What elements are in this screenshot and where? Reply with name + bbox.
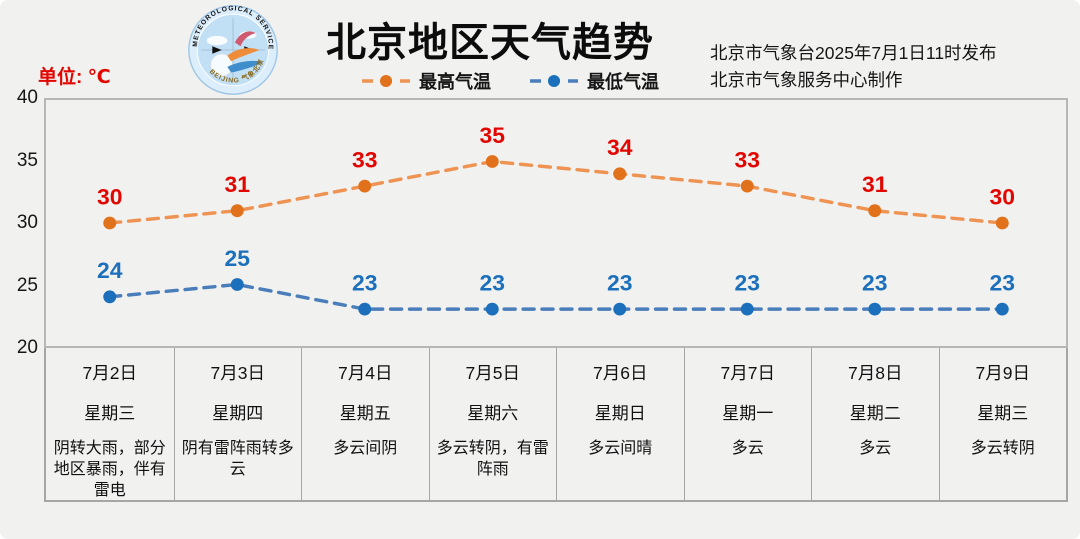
legend-item-max-temp: 最高气温: [361, 68, 491, 94]
forecast-day-cell: 7月6日星期日多云间晴: [556, 348, 684, 501]
min-temp-value-label: 25: [225, 245, 251, 271]
day-date: 7月3日: [210, 363, 265, 383]
min-temp-point: [103, 290, 117, 304]
unit-label: 单位: ℃: [38, 67, 111, 88]
min-temp-line: [108, 282, 1004, 311]
min-temp-value-label: 23: [480, 270, 505, 296]
min-temp-value-label: 23: [862, 270, 887, 296]
min-temp-point: [613, 302, 627, 316]
min-temp-value-label: 23: [352, 270, 377, 296]
min-temp-point: [868, 302, 882, 316]
day-weekday: 星期三: [84, 404, 136, 423]
min-temp-value-label: 23: [990, 270, 1015, 296]
day-date: 7月8日: [848, 363, 903, 383]
forecast-day-cell: 7月4日星期五多云间阴: [301, 348, 429, 501]
legend-swatch-icon: [530, 75, 578, 87]
forecast-day-cell: 7月7日星期一多云: [683, 348, 812, 501]
max-temp-value-label: 35: [480, 122, 506, 148]
page-title: 北京地区天气趋势: [326, 21, 654, 65]
max-temp-line: [108, 159, 1004, 225]
y-tick-label: 30: [16, 212, 38, 233]
min-temp-point: [358, 302, 372, 316]
max-temp-point: [358, 179, 372, 193]
day-weather: 阴有雷阵雨转多云: [181, 440, 294, 478]
day-weather: 多云转阴，有雷阵雨: [436, 440, 549, 478]
day-weekday: 星期一: [722, 404, 774, 423]
max-temp-point: [613, 167, 627, 181]
beijing-meteorological-service-logo: METEOROLOGICAL SERVICE BEIJING 气象北京: [188, 5, 278, 95]
temperature-chart-svg: 30 31 33 35 34 33 31 30 24 25 23 23 23 23 23 23: [97, 122, 1015, 316]
forecast-day-cell: 7月5日星期六多云转阴，有雷阵雨: [428, 348, 557, 501]
max-temp-value-label: 30: [990, 183, 1015, 209]
min-temp-point: [740, 302, 754, 316]
min-temp-point: [995, 302, 1009, 316]
min-temp-point: [230, 278, 244, 291]
max-temp-value-label: 31: [225, 171, 251, 197]
temperature-chart: 30 31 33 35 34 33 31 30 24 25 23 23 23 23 23 23: [44, 98, 1068, 348]
day-date: 7月4日: [338, 363, 393, 383]
max-temp-point: [485, 155, 499, 168]
day-weather: 多云: [859, 440, 892, 457]
min-temp-value-label: 23: [607, 270, 632, 296]
day-weekday: 星期六: [467, 404, 519, 423]
forecast-day-cell: 7月2日星期三阴转大雨，部分地区暴雨，伴有雷电: [46, 348, 174, 501]
y-tick-label: 25: [16, 274, 38, 296]
max-temp-value-label: 34: [607, 134, 633, 160]
legend-label: 最低气温: [587, 72, 659, 92]
issue-info: 北京市气象台2025年7月1日11时发布 北京市气象服务中心制作: [710, 40, 1060, 94]
day-weekday: 星期日: [594, 404, 646, 423]
forecast-table: 7月2日 星期三 阴转大雨，部分地区暴雨，伴有雷电 7月3日 星期四 阴有雷阵雨转多云 7月…: [44, 348, 1068, 502]
day-date: 7月2日: [82, 363, 137, 383]
day-date: 7月6日: [593, 363, 648, 383]
legend-item-min-temp: 最低气温: [529, 68, 659, 94]
day-weather: 多云间晴: [588, 440, 653, 457]
day-date: 7月9日: [975, 363, 1030, 383]
max-temp-point: [995, 216, 1009, 230]
day-date: 7月7日: [720, 363, 775, 383]
min-temp-value-label: 23: [735, 270, 760, 296]
day-weather: 阴转大雨，部分地区暴雨，伴有雷电: [53, 440, 166, 499]
y-tick-label: 20: [16, 337, 38, 358]
day-weekday: 星期五: [339, 404, 391, 423]
min-temp-point: [485, 302, 499, 316]
day-date: 7月5日: [465, 363, 520, 383]
max-temp-value-label: 30: [97, 183, 122, 209]
max-temp-point: [740, 179, 754, 193]
max-temp-value-label: 33: [735, 147, 760, 173]
forecast-day-cell: 7月8日星期二多云: [811, 348, 939, 501]
issue-line-1: 北京市气象台2025年7月1日11时发布: [710, 43, 997, 63]
day-weekday: 星期三: [977, 404, 1029, 423]
max-temp-point: [103, 216, 117, 230]
max-temp-point: [868, 204, 882, 218]
forecast-day-cell: 7月9日星期三多云转阴: [938, 348, 1067, 501]
min-temp-value-label: 24: [97, 257, 123, 283]
y-tick-label: 40: [16, 87, 38, 108]
issue-line-2: 北京市气象服务中心制作: [710, 70, 903, 90]
y-tick-label: 35: [16, 149, 38, 171]
day-weekday: 星期二: [849, 404, 901, 423]
day-weather: 多云间阴: [333, 440, 398, 457]
legend-label: 最高气温: [419, 72, 491, 92]
day-weather: 多云: [731, 440, 764, 457]
max-temp-value-label: 33: [352, 147, 377, 173]
forecast-day-cell: 7月3日星期四阴有雷阵雨转多云: [173, 348, 302, 501]
day-weekday: 星期四: [212, 404, 264, 423]
legend-swatch-icon: [362, 75, 410, 87]
day-weather: 多云转阴: [970, 440, 1035, 457]
max-temp-value-label: 31: [862, 171, 888, 197]
max-temp-point: [230, 204, 244, 218]
chart-legend: 最高气温 最低气温: [345, 68, 675, 94]
